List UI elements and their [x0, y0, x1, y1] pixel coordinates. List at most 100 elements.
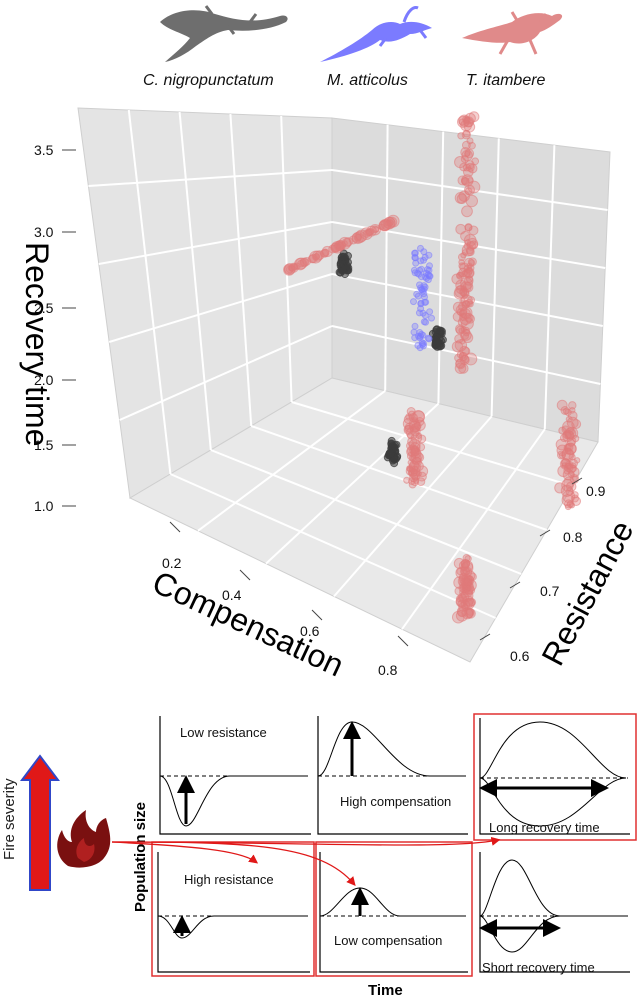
point-m-atticolus [419, 309, 427, 317]
data-points [283, 111, 582, 624]
point-t-itambere [416, 477, 426, 486]
point-t-itambere [313, 253, 321, 260]
point-t-itambere [460, 146, 471, 158]
panel-label-short-recovery-time: Short recovery time [482, 960, 595, 975]
point-m-atticolus [424, 276, 432, 284]
point-t-itambere [465, 608, 476, 619]
point-t-itambere [460, 176, 469, 185]
point-t-itambere [453, 287, 466, 300]
point-t-itambere [468, 111, 480, 123]
point-m-atticolus [426, 262, 433, 270]
point-t-itambere [299, 257, 310, 268]
grid-line [98, 221, 333, 265]
legend-label-c-nigropunctatum: C. nigropunctatum [143, 72, 274, 89]
point-m-atticolus [428, 314, 435, 322]
point-t-itambere [465, 194, 479, 208]
recovery-ticks: 3.5 3.0 2.5 2.0 1.5 1.0 [34, 142, 76, 514]
panel-label-high-resistance: High resistance [184, 872, 274, 887]
point-m-atticolus [422, 318, 430, 326]
plot-3d: 3.5 3.0 2.5 2.0 1.5 1.0 0.2 0.4 0.6 0.8 … [19, 107, 640, 684]
legend-label-m-atticolus: M. atticolus [327, 72, 408, 89]
lizard-silhouette-icon-red [462, 11, 563, 55]
point-m-atticolus [420, 256, 427, 264]
grid-line [401, 428, 546, 630]
point-c-nigropunctatum [432, 325, 441, 334]
grid-line [169, 473, 497, 619]
point-t-itambere [463, 276, 474, 286]
grid-line [265, 402, 440, 565]
point-t-itambere [406, 465, 414, 473]
point-t-itambere [568, 406, 576, 414]
point-t-itambere [403, 476, 411, 484]
point-t-itambere [457, 607, 468, 618]
point-m-atticolus [426, 308, 434, 316]
grid-line [333, 415, 493, 598]
point-m-atticolus [424, 334, 432, 342]
legend-label-t-itambere: T. itambere [466, 72, 546, 89]
tick-recovery-3.5: 3.5 [34, 142, 54, 158]
resistance-ticks: 0.9 0.8 0.7 0.6 [479, 477, 606, 664]
panel-short-recovery-time: Short recovery time [479, 852, 630, 975]
tick-recovery-1.5: 1.5 [34, 437, 54, 453]
schematic-x-label: Time [368, 982, 403, 999]
point-m-atticolus [411, 269, 419, 277]
grid-line [543, 145, 556, 430]
point-t-itambere [456, 193, 468, 205]
panel-long-recovery-time: Long recovery time [473, 713, 637, 841]
gridlines [88, 109, 608, 630]
point-m-atticolus [411, 334, 419, 342]
point-c-nigropunctatum [341, 270, 349, 279]
point-t-itambere [460, 559, 471, 569]
point-t-itambere [464, 223, 473, 232]
point-t-itambere [353, 230, 367, 244]
point-m-atticolus [412, 259, 420, 267]
tick-resistance-0.8: 0.8 [563, 529, 583, 545]
grid-line [210, 449, 522, 575]
point-m-atticolus [410, 298, 417, 306]
point-t-itambere [406, 446, 417, 457]
point-t-itambere [568, 502, 576, 509]
point-t-itambere [454, 362, 467, 374]
point-t-itambere [468, 141, 476, 150]
grid-line [250, 425, 548, 531]
point-t-itambere [457, 253, 466, 262]
point-m-atticolus [411, 322, 419, 330]
panel-label-high-compensation: High compensation [340, 794, 451, 809]
point-t-itambere [459, 345, 470, 357]
point-t-itambere [571, 419, 582, 430]
tick-compensation-0.2: 0.2 [162, 555, 182, 571]
tick-recovery-1.0: 1.0 [34, 498, 54, 514]
point-c-nigropunctatum [339, 252, 348, 261]
point-t-itambere [562, 468, 575, 481]
point-t-itambere [455, 279, 467, 291]
grid-line [88, 169, 333, 187]
point-t-itambere [461, 205, 473, 218]
panel-label-low-compensation: Low compensation [334, 933, 442, 948]
grid-line [384, 124, 389, 391]
tick-compensation-0.4: 0.4 [222, 587, 242, 603]
point-t-itambere [465, 575, 474, 584]
grid-line [437, 131, 445, 404]
grid-line [178, 111, 212, 451]
axis-label-recovery-time: Recovery time [19, 242, 55, 447]
grid-line [490, 138, 500, 417]
grid-line [280, 115, 293, 403]
schematic-y-label: Population size [132, 802, 149, 912]
panel-low-compensation: Low compensation [315, 841, 473, 977]
grid-line [108, 273, 333, 343]
point-t-itambere [460, 289, 470, 299]
point-t-itambere [462, 163, 471, 172]
point-t-itambere [556, 399, 568, 411]
point-t-itambere [384, 219, 392, 227]
point-t-itambere [566, 463, 577, 474]
point-m-atticolus [416, 334, 424, 342]
point-m-atticolus [420, 340, 427, 347]
point-m-atticolus [425, 251, 433, 259]
point-m-atticolus [418, 286, 426, 294]
point-t-itambere [343, 237, 354, 247]
point-t-itambere [455, 609, 469, 622]
point-t-itambere [574, 457, 581, 464]
tick-compensation-0.8: 0.8 [378, 662, 398, 678]
point-c-nigropunctatum [390, 444, 399, 453]
